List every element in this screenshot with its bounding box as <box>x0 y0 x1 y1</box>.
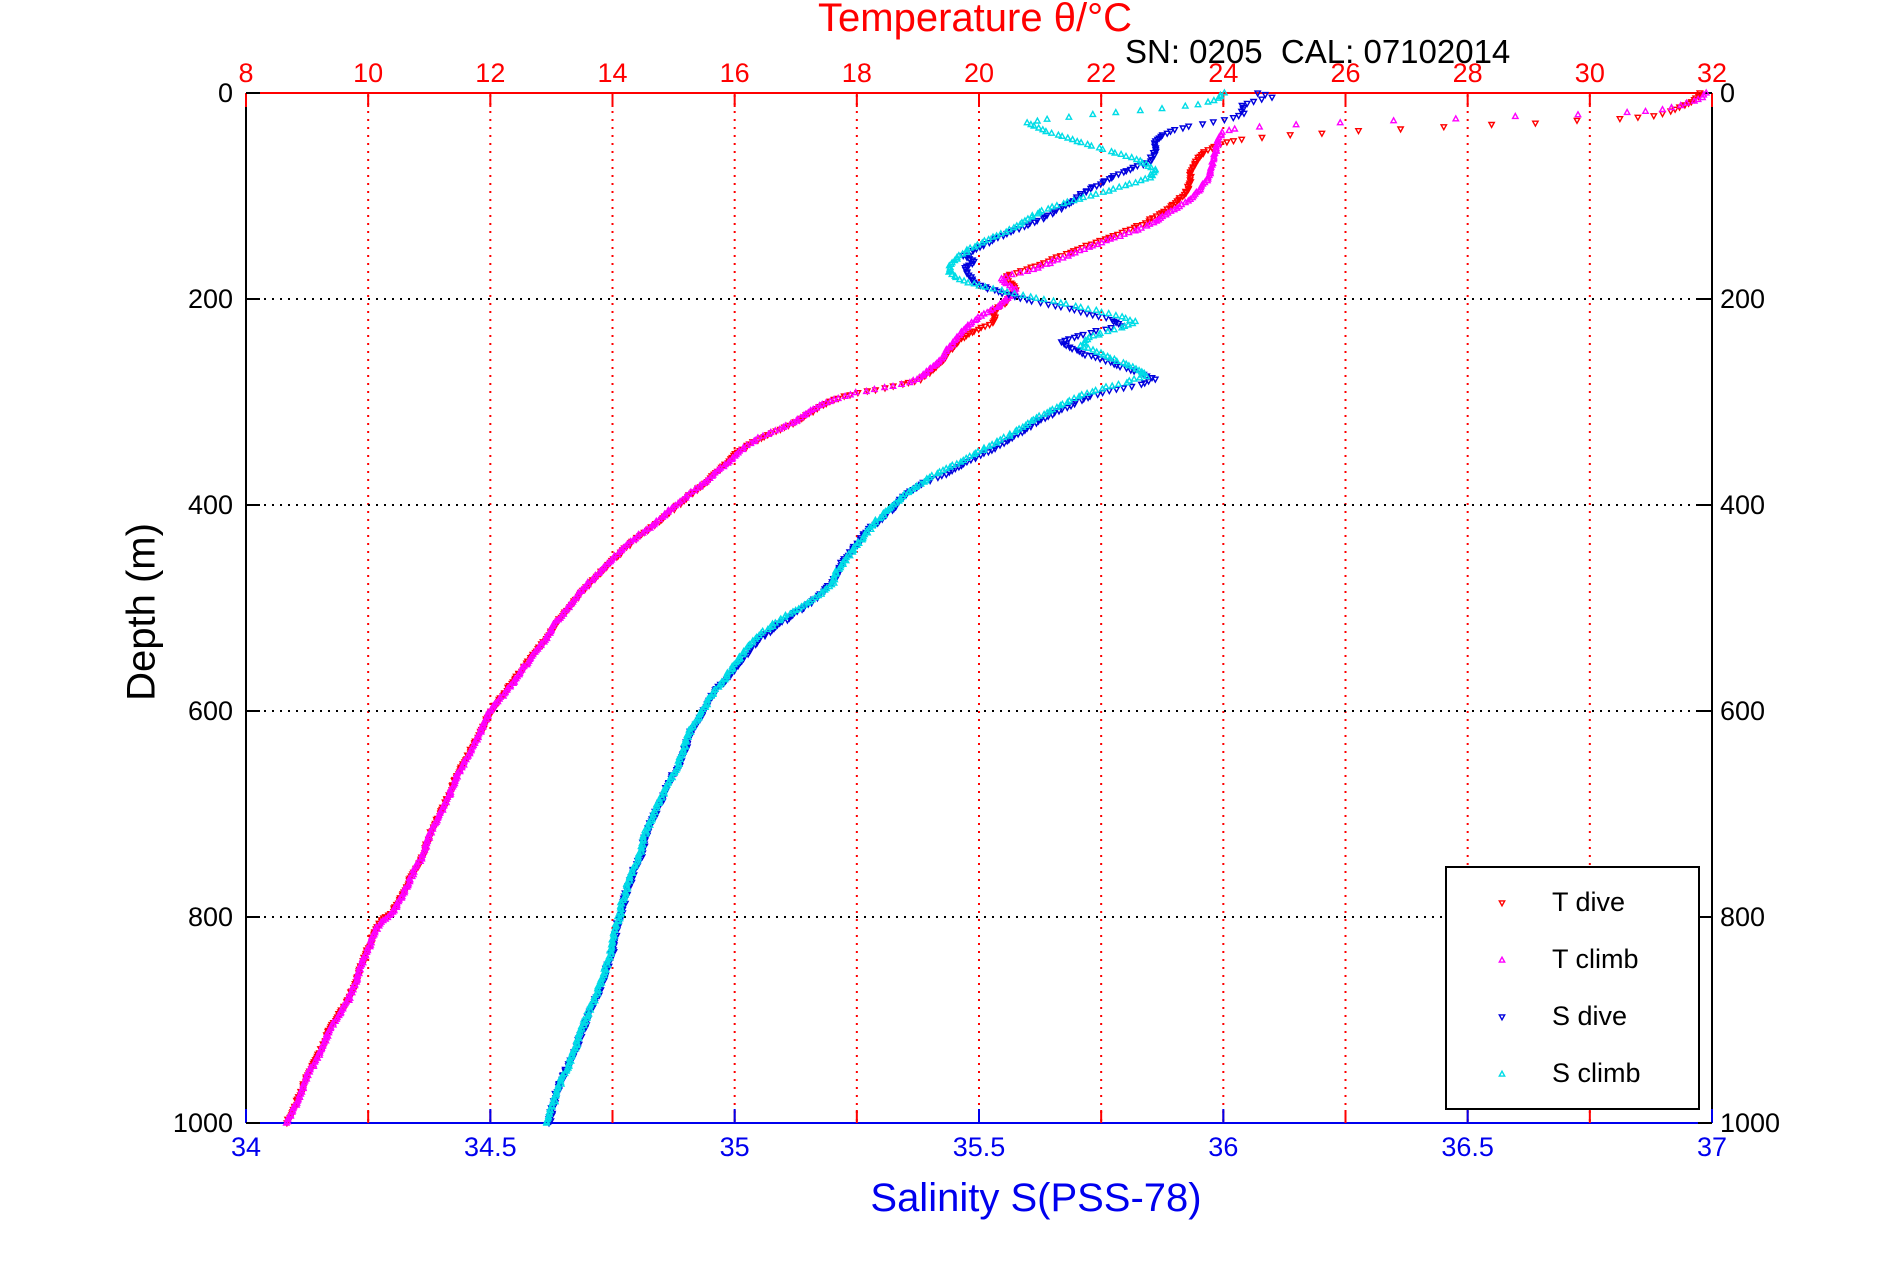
tick-label-temp-14: 14 <box>597 58 628 88</box>
tick-label-sal-35: 35 <box>719 1132 750 1162</box>
depth-axis-label: Depth (m) <box>119 523 164 701</box>
tick-label-sal-34: 34 <box>230 1132 262 1162</box>
tick-label-temp-30: 30 <box>1574 58 1605 88</box>
chart-title: Temperature θ/°C <box>818 0 1132 40</box>
tick-label-depth-right-200: 200 <box>1720 284 1766 314</box>
tick-label-temp-22: 22 <box>1086 58 1117 88</box>
tick-label-sal-34.5: 34.5 <box>464 1132 517 1162</box>
tick-label-sal-37: 37 <box>1696 1132 1728 1162</box>
legend-item-s-dive: S dive <box>1552 1001 1628 1031</box>
tick-label-sal-36.5: 36.5 <box>1441 1132 1494 1162</box>
series-s-dive <box>544 90 1276 1128</box>
legend-marker-t-dive-icon <box>1498 900 1506 908</box>
legend-item-s-climb: S climb <box>1552 1058 1641 1088</box>
tick-label-sal-36: 36 <box>1208 1132 1239 1162</box>
tick-label-temp-18: 18 <box>841 58 872 88</box>
tick-label-sal-35.5: 35.5 <box>952 1132 1006 1162</box>
legend-marker-t-climb-icon <box>1498 955 1506 963</box>
series-t-climb <box>282 88 1711 1126</box>
tick-label-depth-left-1000: 1000 <box>172 1108 233 1138</box>
tick-label-depth-left-400: 400 <box>187 490 233 520</box>
legend-box <box>1445 866 1700 1110</box>
tick-label-temp-12: 12 <box>475 58 506 88</box>
tick-label-temp-24: 24 <box>1208 58 1239 88</box>
serial-calibration-text: SN: 0205 CAL: 07102014 <box>1125 33 1511 70</box>
tick-label-temp-20: 20 <box>963 58 995 88</box>
legend-marker-s-climb-icon <box>1498 1069 1506 1077</box>
legend-item-t-dive: T dive <box>1552 887 1626 917</box>
tick-label-depth-left-800: 800 <box>187 902 233 932</box>
tick-label-depth-right-600: 600 <box>1720 696 1766 726</box>
tick-label-depth-left-200: 200 <box>187 284 233 314</box>
tick-label-temp-32: 32 <box>1696 58 1728 88</box>
salinity-axis-label: Salinity S(PSS-78) <box>870 1176 1202 1220</box>
tick-label-depth-right-0: 0 <box>1720 78 1736 108</box>
tick-label-temp-16: 16 <box>719 58 750 88</box>
tick-label-depth-right-800: 800 <box>1720 902 1766 932</box>
legend-marker-s-dive-icon <box>1498 1014 1506 1022</box>
tick-label-temp-10: 10 <box>353 58 384 88</box>
legend-item-t-climb: T climb <box>1552 944 1639 974</box>
tick-label-depth-right-1000: 1000 <box>1720 1108 1781 1138</box>
series-s-climb <box>542 88 1229 1126</box>
tick-label-depth-left-600: 600 <box>187 696 233 726</box>
tick-label-temp-8: 8 <box>238 58 254 88</box>
tick-label-depth-left-0: 0 <box>217 78 233 108</box>
tick-label-temp-28: 28 <box>1452 58 1483 88</box>
tick-label-depth-right-400: 400 <box>1720 490 1766 520</box>
tick-label-temp-26: 26 <box>1330 58 1361 88</box>
